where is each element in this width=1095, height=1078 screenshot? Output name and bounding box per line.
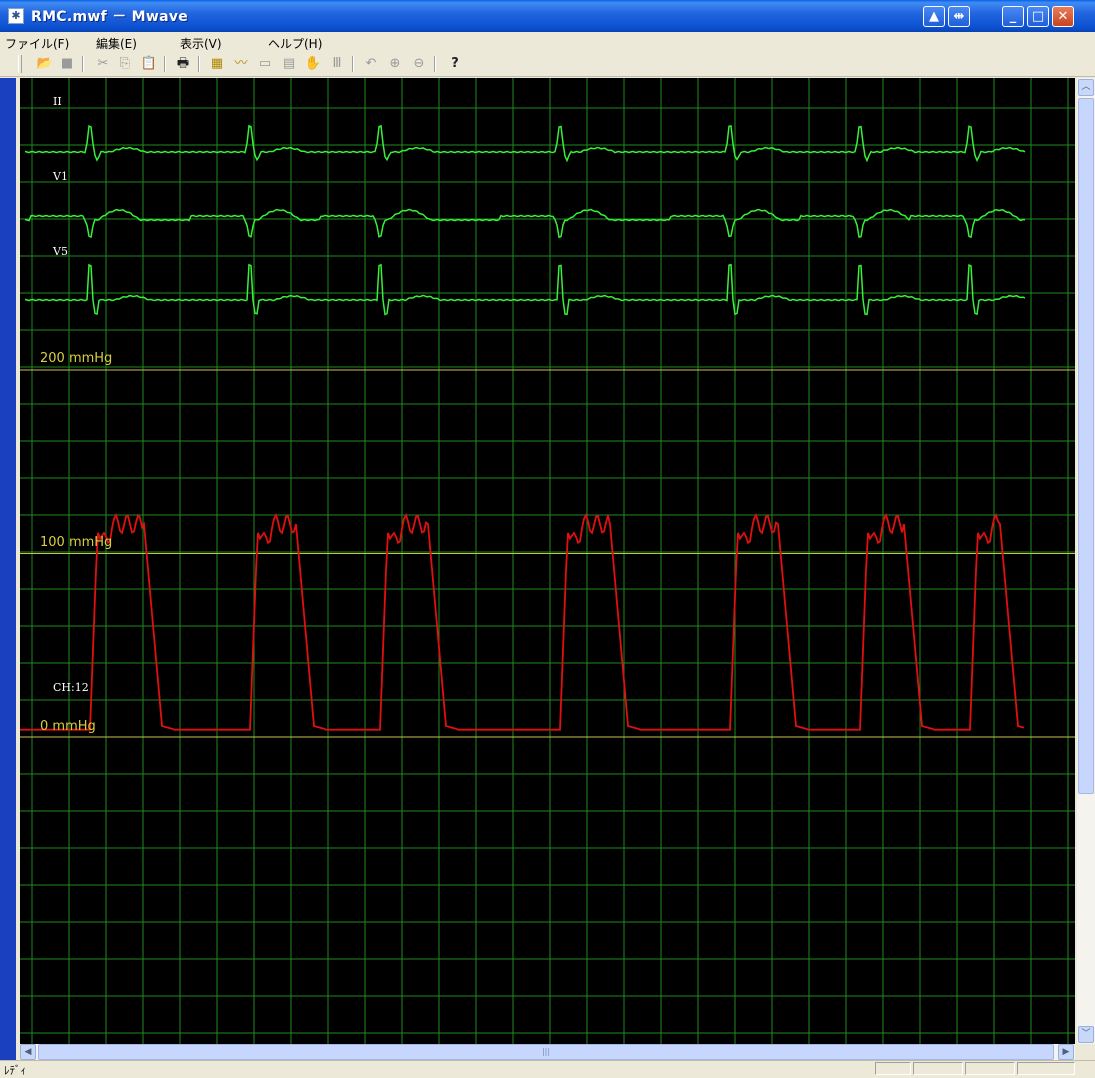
pressure-label-100: 100 mmHg xyxy=(40,535,113,550)
menu-bar: ファイル(F) 編集(E) 表示(V) ヘルプ(H) xyxy=(0,32,1095,52)
vertical-scroll-thumb[interactable] xyxy=(1078,98,1094,794)
ecg-trace-v5 xyxy=(24,263,1026,316)
toolbar-separator xyxy=(164,56,166,72)
status-pane xyxy=(965,1062,1015,1075)
measure-icon[interactable]: ▤ xyxy=(282,56,296,71)
app-icon[interactable]: ✱ xyxy=(8,8,24,24)
horizontal-scroll-thumb[interactable]: ||| xyxy=(38,1044,1054,1060)
title-bar[interactable]: ✱ RMC.mwf － Mwave ▲ ⇹ _ □ ✕ xyxy=(0,0,1095,32)
channel-label-v1: V1 xyxy=(53,170,68,183)
hand-icon[interactable]: ✋ xyxy=(304,56,322,71)
status-pane xyxy=(913,1062,963,1075)
triangle-up-icon: ▲ xyxy=(929,9,939,24)
pressure-trace-ch12 xyxy=(20,512,1025,731)
ruler-icon[interactable]: ▭ xyxy=(258,56,272,71)
channel-label-ii: II xyxy=(53,95,62,108)
window-frame-left xyxy=(0,78,20,1060)
undo-zoom-icon[interactable]: ↶ xyxy=(365,56,377,71)
status-pane xyxy=(875,1062,911,1075)
toolbar-separator xyxy=(198,56,200,72)
minimize-button[interactable]: _ xyxy=(1002,6,1024,27)
scroll-down-button[interactable]: ﹀ xyxy=(1078,1026,1094,1043)
channel-label-v5: V5 xyxy=(53,245,68,258)
window-frame-inner xyxy=(16,78,20,1060)
maximize-icon: □ xyxy=(1031,9,1045,24)
save-icon[interactable]: ■ xyxy=(60,56,74,71)
maximize-button[interactable]: □ xyxy=(1027,6,1049,27)
scroll-right-button[interactable]: ▶ xyxy=(1058,1044,1074,1060)
window-title: RMC.mwf － Mwave xyxy=(31,9,189,25)
chevron-up-icon: ︿ xyxy=(1081,82,1091,92)
zoom-out-icon[interactable]: ⊖ xyxy=(413,56,425,71)
help-icon[interactable]: ? xyxy=(451,56,459,71)
status-bar: ﾚﾃﾞｨ xyxy=(0,1060,1095,1077)
pressure-label-0: 0 mmHg xyxy=(40,719,96,734)
ecg-trace-v1 xyxy=(24,208,1026,239)
vertical-scrollbar[interactable]: ︿ ﹀ xyxy=(1077,78,1095,1044)
minimize-icon: _ xyxy=(1009,9,1017,24)
channel-select-icon[interactable]: ▦ xyxy=(210,56,224,71)
ecg-trace-ii xyxy=(24,124,1026,163)
close-button[interactable]: ✕ xyxy=(1052,6,1074,27)
menu-view[interactable]: 表示(V) xyxy=(180,37,222,51)
arrows-icon: ⇹ xyxy=(953,9,965,24)
menu-file[interactable]: ファイル(F) xyxy=(5,37,70,51)
status-text: ﾚﾃﾞｨ xyxy=(4,1064,26,1077)
paste-icon[interactable]: 📋 xyxy=(140,56,158,71)
restore-up-button[interactable]: ▲ xyxy=(923,6,945,27)
menu-help[interactable]: ヘルプ(H) xyxy=(268,37,323,51)
chevron-right-icon: ▶ xyxy=(1062,1047,1070,1057)
horizontal-scrollbar[interactable]: ◀ ||| ▶ xyxy=(20,1044,1075,1060)
channel-label-ch12: CH:12 xyxy=(53,681,89,694)
open-folder-icon[interactable]: 📂 xyxy=(36,56,54,71)
text-icon[interactable]: Ⅲ xyxy=(332,56,342,71)
print-icon[interactable]: 🖶 xyxy=(176,56,190,71)
chevron-left-icon: ◀ xyxy=(24,1047,32,1057)
zoom-in-icon[interactable]: ⊕ xyxy=(389,56,401,71)
menu-edit[interactable]: 編集(E) xyxy=(96,37,137,51)
cut-icon[interactable]: ✂ xyxy=(97,56,109,71)
scroll-up-button[interactable]: ︿ xyxy=(1078,79,1094,96)
waveform-plot[interactable]: II V1 V5 200 mmHg 100 mmHg CH:12 0 mmHg xyxy=(20,78,1075,1044)
waveform-canvas xyxy=(20,78,1075,1044)
toolbar-grip[interactable] xyxy=(18,55,22,73)
status-pane xyxy=(1017,1062,1075,1075)
scroll-left-button[interactable]: ◀ xyxy=(20,1044,36,1060)
toolbar-separator xyxy=(352,56,354,72)
chevron-down-icon: ﹀ xyxy=(1081,1029,1091,1039)
copy-icon[interactable]: ⎘ xyxy=(119,56,131,71)
toolbar-separator xyxy=(82,56,84,72)
restore-right-button[interactable]: ⇹ xyxy=(948,6,970,27)
waveform-icon[interactable]: 〰 xyxy=(234,56,248,71)
toolbar-separator xyxy=(434,56,436,72)
toolbar: 📂 ■ ✂ ⎘ 📋 🖶 ▦ 〰 ▭ ▤ ✋ Ⅲ ↶ ⊕ ⊖ ? xyxy=(0,52,1095,77)
close-icon: ✕ xyxy=(1057,9,1069,24)
grip-icon: ||| xyxy=(541,1047,551,1056)
pressure-label-200: 200 mmHg xyxy=(40,351,113,366)
